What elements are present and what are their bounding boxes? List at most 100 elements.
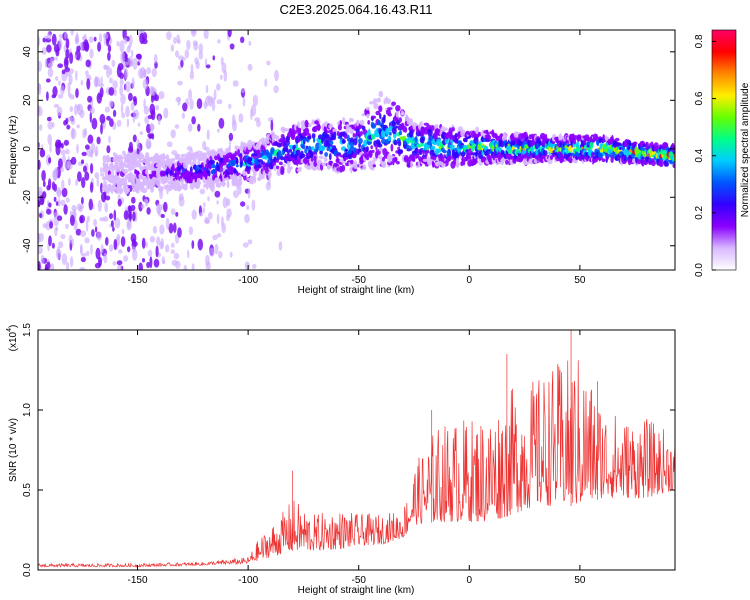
heatmap-noise-cell	[203, 30, 209, 40]
heatmap-noise-cell	[160, 214, 165, 218]
heatmap-noise-cell	[117, 62, 124, 71]
heatmap-noise-cell	[90, 244, 93, 255]
heatmap-noise-cell	[46, 32, 52, 40]
heatmap-noise-cell	[107, 51, 111, 62]
heatmap-noise-cell	[68, 234, 73, 244]
heatmap-noise-cell	[213, 89, 217, 101]
heatmap-cell	[447, 155, 452, 161]
heatmap-noise-cell	[267, 177, 271, 186]
heatmap-noise-cell	[108, 135, 111, 144]
heatmap-noise-cell	[48, 157, 52, 164]
heatmap-noise-cell	[240, 88, 246, 94]
heatmap-cell	[276, 165, 280, 170]
heatmap-cell	[610, 156, 614, 163]
heatmap-noise-cell	[57, 158, 63, 169]
heatmap-noise-cell	[216, 99, 223, 105]
heatmap-cell	[309, 150, 314, 159]
heatmap-cell	[405, 144, 410, 149]
heatmap-noise-cell	[240, 201, 246, 207]
heatmap-noise-cell	[83, 165, 87, 173]
heatmap-noise-cell	[223, 69, 228, 82]
heatmap-cell	[477, 131, 482, 137]
heatmap-cell	[278, 139, 282, 143]
heatmap-cell	[253, 175, 257, 184]
snr-y-axis-label: SNR (10 * v/v)	[8, 418, 19, 482]
heatmap-noise-cell	[127, 56, 134, 67]
heatmap-noise-cell	[63, 204, 68, 215]
heatmap-noise-cell	[95, 247, 101, 260]
heatmap-noise-cell	[158, 91, 165, 100]
heatmap-cell	[135, 186, 140, 194]
heatmap-noise-cell	[94, 226, 98, 233]
heatmap-cell	[441, 156, 445, 163]
heatmap-noise-cell	[89, 107, 95, 114]
heatmap-cell	[403, 155, 409, 163]
heatmap-cell	[180, 153, 185, 158]
heatmap-noise-cell	[228, 132, 234, 141]
heatmap-cell	[341, 164, 346, 172]
heatmap-noise-cell	[58, 38, 63, 50]
heatmap-noise-cell	[205, 84, 209, 94]
colorbar-ticks: 0.0 0.2 0.4 0.6 0.8	[694, 34, 716, 277]
heatmap-noise-cell	[68, 177, 71, 186]
heatmap-cell	[559, 152, 564, 160]
x-tick-label: -150	[128, 575, 148, 586]
heatmap-noise-cell	[226, 198, 231, 207]
heatmap-cell	[398, 117, 402, 123]
heatmap-noise-cell	[61, 187, 68, 198]
heatmap-cell	[227, 147, 231, 154]
heatmap-cell	[385, 127, 390, 136]
heatmap-noise-cell	[177, 65, 182, 71]
heatmap-noise-cell	[42, 37, 46, 43]
heatmap-noise-cell	[189, 71, 195, 80]
heatmap-noise-cell	[41, 170, 46, 182]
heatmap-cell	[333, 131, 337, 139]
heatmap-noise-cell	[132, 134, 137, 143]
heatmap-noise-cell	[81, 196, 84, 205]
heatmap-noise-cell	[106, 38, 109, 47]
heatmap-noise-cell	[66, 261, 70, 270]
heatmap-noise-cell	[142, 258, 145, 263]
heatmap-noise-cell	[65, 38, 70, 49]
heatmap-noise-cell	[51, 33, 57, 46]
heatmap-noise-cell	[111, 59, 116, 68]
heatmap-noise-cell	[120, 94, 126, 105]
heatmap-cell	[321, 162, 327, 167]
heatmap-cell	[103, 184, 107, 192]
heatmap-noise-cell	[132, 211, 136, 222]
heatmap-noise-cell	[228, 103, 232, 110]
spectrogram-panel: -150 -100 -50 0 50 -40 -20 0 20 40 Height of stra…	[8, 29, 676, 296]
heatmap-cell	[455, 160, 460, 169]
heatmap-noise-cell	[113, 239, 118, 251]
heatmap-cell	[376, 97, 381, 103]
heatmap-noise-cell	[131, 196, 136, 204]
heatmap-cell	[576, 141, 580, 149]
heatmap-cell	[377, 143, 383, 148]
heatmap-cell	[389, 131, 392, 136]
heatmap-noise-cell	[55, 56, 58, 61]
heatmap-cell	[298, 166, 302, 171]
heatmap-cell	[352, 138, 358, 146]
heatmap-noise-cell	[175, 212, 179, 217]
heatmap-cell	[221, 179, 226, 188]
heatmap-noise-cell	[177, 80, 183, 86]
heatmap-noise-cell	[132, 57, 138, 70]
heatmap-noise-cell	[76, 104, 81, 111]
heatmap-cell	[206, 183, 209, 190]
heatmap-cell	[371, 115, 376, 119]
heatmap-cell	[373, 98, 377, 104]
heatmap-noise-cell	[46, 116, 52, 122]
y-tick-label: 40	[22, 46, 33, 58]
heatmap-noise-cell	[121, 228, 125, 235]
heatmap-cell	[344, 148, 348, 152]
heatmap-cell	[365, 154, 370, 161]
heatmap-noise-cell	[75, 88, 79, 99]
heatmap-noise-cell	[214, 190, 221, 198]
heatmap-noise-cell	[76, 45, 81, 52]
heatmap-cell	[352, 153, 357, 159]
heatmap-noise-cell	[274, 69, 279, 82]
heatmap-noise-cell	[139, 32, 145, 45]
heatmap-noise-cell	[66, 124, 71, 130]
heatmap-cell	[339, 154, 344, 158]
colorbar: 0.0 0.2 0.4 0.6 0.8 Normalized spectral ampl…	[694, 29, 750, 277]
